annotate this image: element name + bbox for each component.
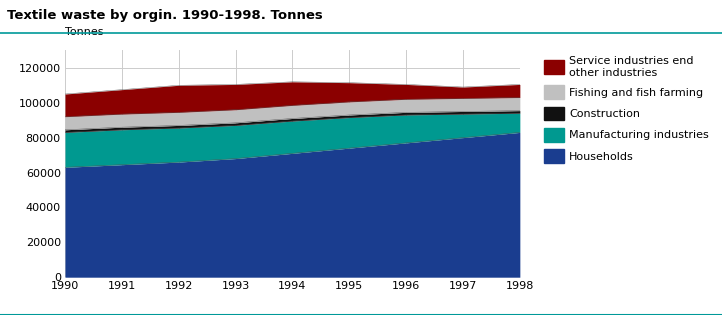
- Legend: Service industries end
other industries, Fishing and fish farming, Construction,: Service industries end other industries,…: [544, 56, 709, 163]
- Text: Tonnes: Tonnes: [65, 27, 103, 37]
- Text: Textile waste by orgin. 1990-1998. Tonnes: Textile waste by orgin. 1990-1998. Tonne…: [7, 9, 323, 22]
